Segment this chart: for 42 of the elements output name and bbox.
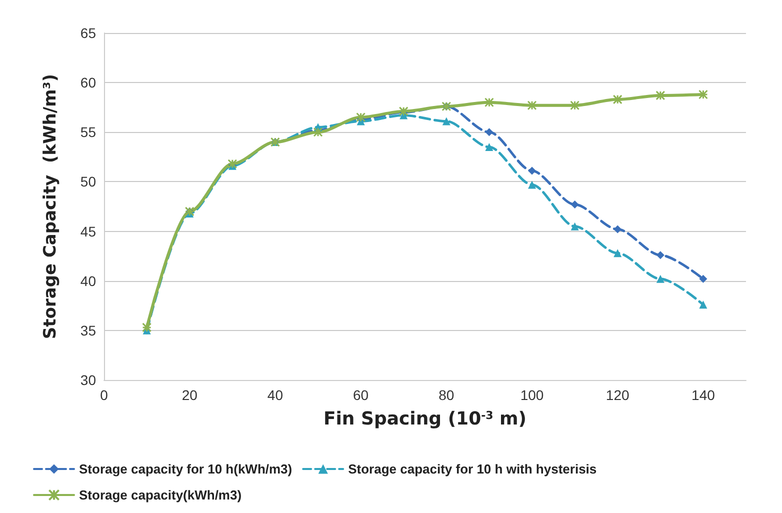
point <box>656 90 666 100</box>
x-tick-label: 60 <box>353 387 369 403</box>
point <box>614 225 622 234</box>
y-tick-label: 55 <box>80 124 96 140</box>
point <box>528 166 536 175</box>
y-tick-label: 50 <box>80 174 96 190</box>
y-tick-label: 40 <box>80 272 96 289</box>
y-tick-label: 35 <box>80 322 96 338</box>
point <box>612 94 622 104</box>
x-tick-label: 120 <box>606 387 630 403</box>
point <box>570 100 580 110</box>
x-tick-label: 40 <box>267 387 284 403</box>
y-tick-label: 45 <box>80 223 96 240</box>
y-axis-title: Storage Capacity (kWh/m³) <box>40 74 60 340</box>
x-tick-label: 80 <box>438 387 454 403</box>
point <box>528 180 536 189</box>
point <box>485 128 494 136</box>
point <box>570 200 579 209</box>
legend-label: Storage capacity for 10 h(kWh/m3) <box>79 462 292 476</box>
point <box>485 143 494 152</box>
point <box>142 322 152 332</box>
point <box>527 100 537 110</box>
y-tick-label: 60 <box>80 74 96 91</box>
point <box>656 251 664 260</box>
legend-label: Storage capacity for 10 h with hysterisis <box>348 462 597 476</box>
point <box>699 300 708 309</box>
point <box>656 274 664 283</box>
point <box>614 249 622 258</box>
x-tick-label: 100 <box>520 387 544 403</box>
x-tick-label: 140 <box>692 387 716 403</box>
point <box>570 222 579 230</box>
y-tick-label: 30 <box>80 372 96 388</box>
point <box>699 274 708 283</box>
point <box>698 90 708 100</box>
y-tick-label: 65 <box>80 25 96 41</box>
point <box>442 117 450 126</box>
point <box>356 112 366 122</box>
point <box>484 98 494 108</box>
x-tick-label: 20 <box>182 387 198 403</box>
x-tick-label: 0 <box>100 387 108 403</box>
legend-label: Storage capacity(kWh/m3) <box>79 488 242 502</box>
point <box>313 127 323 137</box>
